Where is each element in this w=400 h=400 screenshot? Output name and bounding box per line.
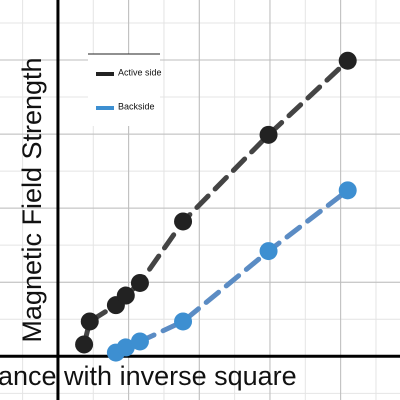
- data-point: [259, 242, 278, 261]
- series-line: [113, 187, 351, 356]
- legend-box: [88, 54, 160, 126]
- x-axis-label: ance with inverse square: [0, 361, 297, 391]
- y-axis-label: Magnetic Field Strength: [17, 57, 47, 342]
- plot: [75, 51, 357, 362]
- legend: [88, 53, 160, 126]
- legend-label: Backside: [118, 101, 155, 111]
- data-point: [130, 273, 149, 292]
- legend-label: Active side: [118, 67, 162, 77]
- legend-items: Active side Backside: [96, 67, 162, 111]
- data-point: [116, 338, 135, 357]
- data-point: [80, 312, 99, 331]
- data-point: [338, 51, 357, 70]
- data-point: [259, 125, 278, 144]
- data-point: [338, 181, 357, 200]
- data-point: [174, 212, 193, 231]
- data-point: [174, 312, 193, 331]
- data-point: [130, 332, 149, 351]
- data-point: [75, 335, 94, 354]
- data-point: [116, 286, 135, 305]
